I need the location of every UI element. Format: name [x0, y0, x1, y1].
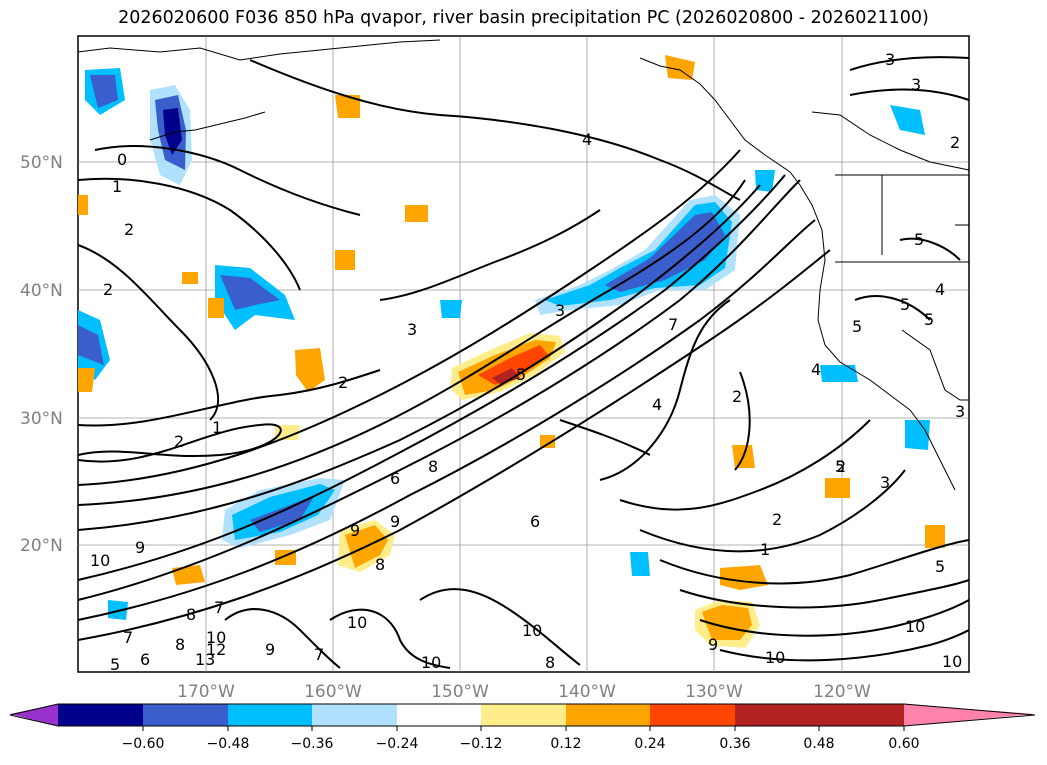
contour-label: 10 [765, 648, 785, 667]
contour-label: 3 [911, 75, 921, 94]
contour-label: 13 [195, 650, 215, 669]
contour-label: 8 [545, 653, 555, 672]
contour-label: 8 [428, 457, 438, 476]
contour-label: 5 [900, 295, 910, 314]
contour-label: 1 [112, 177, 122, 196]
lon-label: 140°W [558, 682, 616, 702]
lon-label: 170°W [177, 682, 235, 702]
contour-label: 5 [914, 230, 924, 249]
colorbar-segment [650, 704, 735, 726]
map-panel: 0 1 2 2 4 3 3 2 5 5 4 5 5 3 3 2 1 2 3 5 … [77, 35, 970, 674]
contour-label: 10 [421, 653, 441, 672]
contour-label: 5 [110, 655, 120, 674]
contour-label: 6 [140, 650, 150, 669]
contour-label: 8 [186, 605, 196, 624]
contour-labels: 0 1 2 2 4 3 3 2 5 5 4 5 5 3 3 2 1 2 3 5 … [90, 50, 965, 674]
contour-label: 8 [175, 635, 185, 654]
graticule [78, 36, 969, 672]
colorbar-tick-label: 0.24 [634, 736, 665, 752]
lon-label: 160°W [304, 682, 362, 702]
contour-label: 2 [772, 510, 782, 529]
colorbar-tick-label: 0.60 [888, 736, 919, 752]
colorbar-tick-label: −0.12 [460, 736, 503, 752]
contour-label: 8 [375, 555, 385, 574]
contour-label: 1 [212, 418, 222, 437]
contour-label: 0 [117, 150, 127, 169]
contour-label: 7 [314, 645, 324, 664]
colorbar-segment [566, 704, 650, 726]
colorbar-segment [735, 704, 819, 726]
contour-label: 3 [885, 50, 895, 69]
contour-label: 4 [582, 130, 592, 149]
colorbar-segment [58, 704, 143, 726]
contour-label: 2 [174, 432, 184, 451]
colorbar-tick-label: 0.12 [550, 736, 581, 752]
contour-label: 9 [390, 512, 400, 531]
contour-label: 7 [668, 315, 678, 334]
lon-label: 150°W [431, 682, 489, 702]
contour-label: 10 [347, 613, 367, 632]
contour-label: 5 [516, 365, 526, 384]
contour-label: 3 [555, 301, 565, 320]
colorbar-segment [397, 704, 481, 726]
contour-label: 10 [90, 551, 110, 570]
colorbar-extend-right [904, 704, 1035, 726]
contour-label: 9 [708, 635, 718, 654]
contour-label: 5 [935, 557, 945, 576]
colorbar-segment [312, 704, 397, 726]
contour-label: 10 [905, 617, 925, 636]
contour-label: 9 [265, 640, 275, 659]
longitude-labels: 170°W 160°W 150°W 140°W 130°W 120°W [177, 682, 871, 702]
contour-label: 2 [338, 373, 348, 392]
colorbar-segment [143, 704, 228, 726]
contour-label: 2 [124, 220, 134, 239]
contour-label: 10 [942, 652, 962, 671]
contour-label: 6 [530, 512, 540, 531]
contour-label: 5 [835, 457, 845, 476]
contour-label: 12 [206, 640, 226, 659]
lat-label: 20°N [20, 536, 63, 556]
contour-label: 2 [732, 387, 742, 406]
colorbar-tick-label: −0.24 [376, 736, 419, 752]
colorbar-segment [481, 704, 566, 726]
lat-label: 40°N [20, 281, 63, 301]
contour-label: 4 [811, 360, 821, 379]
contour-label: 4 [652, 395, 662, 414]
contour-label: 5 [852, 317, 862, 336]
contour-label: 3 [407, 320, 417, 339]
contour-label: 3 [955, 402, 965, 421]
lon-label: 130°W [685, 682, 743, 702]
lat-label: 30°N [20, 409, 63, 429]
colorbar: −0.60 −0.48 −0.36 −0.24 −0.12 0.12 0.24 … [9, 703, 1036, 752]
colorbar-tick-label: 0.36 [719, 736, 750, 752]
qvapor-contours [77, 56, 970, 669]
colorbar-tick-label: −0.36 [291, 736, 334, 752]
contour-label: 7 [123, 628, 133, 647]
colorbar-tick-label: −0.60 [122, 736, 165, 752]
contour-label: 2 [103, 280, 113, 299]
colorbar-segment [228, 704, 312, 726]
coastlines [77, 39, 970, 491]
contour-label: 1 [760, 540, 770, 559]
colorbar-segment [819, 704, 904, 726]
contour-label: 5 [924, 310, 934, 329]
contour-label: 10 [206, 628, 226, 647]
colorbar-tick-label: 0.48 [803, 736, 834, 752]
contour-label: 9 [135, 538, 145, 557]
lat-label: 50°N [20, 153, 63, 173]
contour-label: 9 [350, 521, 360, 540]
contour-label: 10 [522, 621, 542, 640]
map-title: 2026020600 F036 850 hPa qvapor, river ba… [118, 8, 929, 28]
contour-label: 2 [950, 133, 960, 152]
colorbar-tick-label: −0.48 [207, 736, 250, 752]
latitude-labels: 50°N 40°N 30°N 20°N [20, 153, 63, 556]
contour-label: 7 [214, 598, 224, 617]
contour-label: 3 [880, 473, 890, 492]
lon-label: 120°W [813, 682, 871, 702]
contour-label: 4 [935, 280, 945, 299]
colorbar-extend-left [10, 704, 58, 726]
contour-label: 6 [390, 469, 400, 488]
contour-label: 2 [836, 457, 846, 476]
